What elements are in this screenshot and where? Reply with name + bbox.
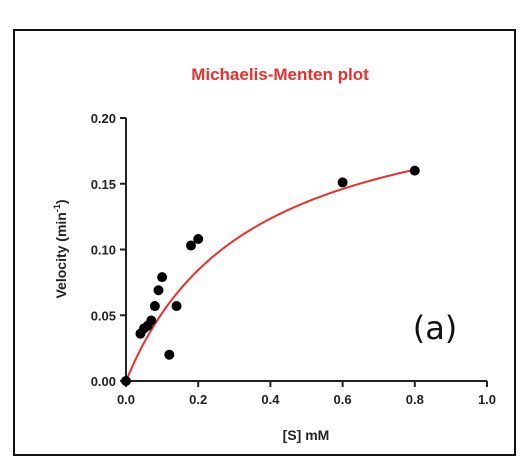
data-point: [121, 376, 131, 386]
data-points: [121, 165, 420, 386]
x-tick-label: 0.8: [406, 392, 424, 407]
y-tick-label: 0.15: [91, 177, 116, 192]
panel-label: (a): [413, 309, 458, 347]
y-tick-label: 0.20: [91, 111, 116, 126]
y-tick-label: 0.00: [91, 374, 116, 389]
x-tick-label: 0.0: [117, 392, 135, 407]
y-tick-label: 0.05: [91, 308, 116, 323]
data-point: [171, 301, 182, 312]
chart-title: Michaelis-Menten plot: [191, 65, 369, 84]
data-point: [337, 177, 348, 188]
data-point: [409, 165, 420, 176]
x-tick-label: 1.0: [478, 392, 496, 407]
x-axis-label: [S] mM: [283, 427, 330, 443]
data-point: [164, 349, 175, 360]
data-point: [149, 301, 160, 312]
michaelis-menten-chart: Michaelis-Menten plot 0.0 0.2 0.4 0.6 0.8 1.0…: [52, 65, 496, 443]
x-ticks: 0.0 0.2 0.4 0.6 0.8 1.0: [117, 381, 496, 407]
y-axis-label: Velocity (min-1): [52, 199, 69, 298]
data-point: [157, 272, 168, 283]
y-ticks: 0.00 0.05 0.10 0.15 0.20: [91, 111, 126, 389]
y-axis-label-main: Velocity (min: [53, 212, 69, 298]
fit-curve: [125, 168, 416, 382]
x-tick-label: 0.6: [334, 392, 352, 407]
y-axis-label-superscript: -1: [52, 204, 62, 212]
x-tick-label: 0.4: [261, 392, 280, 407]
data-point: [185, 240, 196, 251]
y-tick-label: 0.10: [91, 243, 116, 258]
x-tick-label: 0.2: [189, 392, 207, 407]
data-point: [193, 233, 204, 244]
data-point: [146, 315, 157, 326]
figure-frame: Michaelis-Menten plot 0.0 0.2 0.4 0.6 0.8 1.0…: [13, 29, 516, 456]
data-point: [153, 285, 164, 296]
y-axis-label-close: ): [53, 199, 69, 204]
